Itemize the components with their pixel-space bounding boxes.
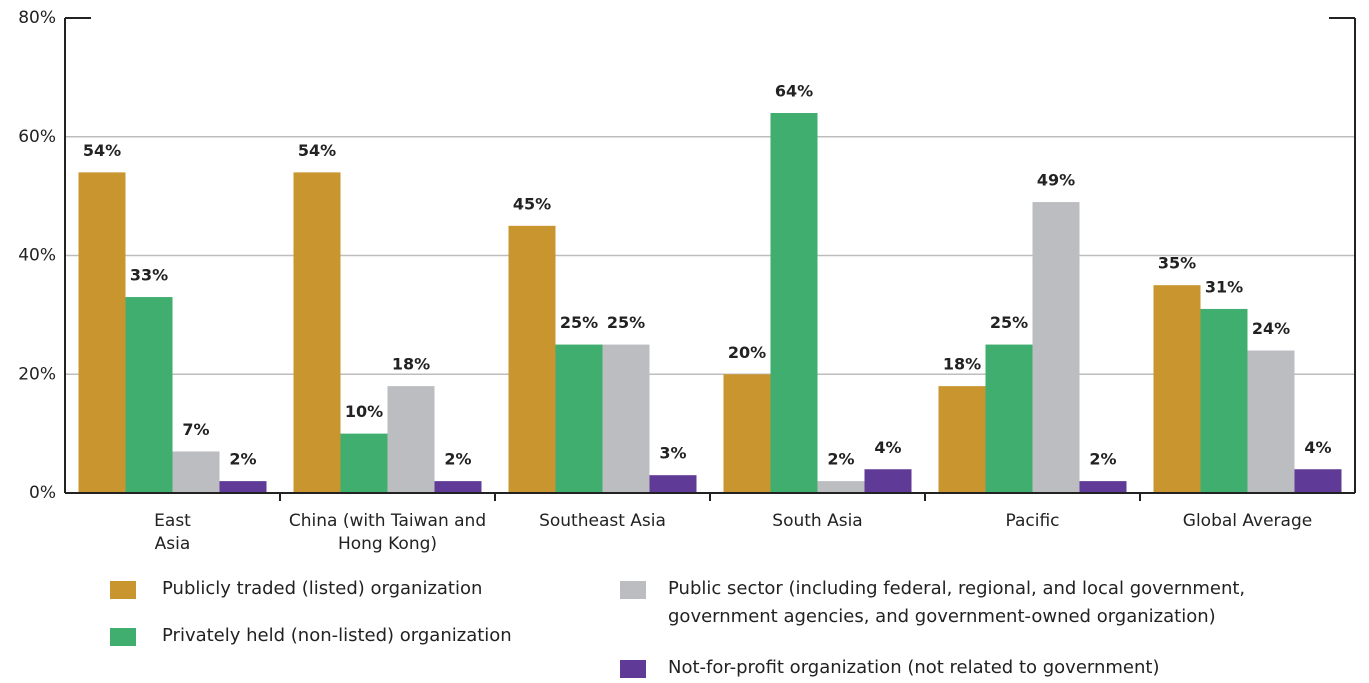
y-tick-label: 60%: [18, 127, 56, 147]
bar: [434, 481, 482, 493]
value-label: 64%: [775, 82, 813, 101]
bar: [1294, 469, 1342, 493]
value-label: 45%: [513, 194, 551, 213]
bar: [723, 374, 771, 493]
bar: [387, 386, 435, 493]
value-label: 18%: [392, 355, 430, 374]
value-label: 24%: [1252, 319, 1290, 338]
value-label: 31%: [1205, 277, 1243, 296]
bar: [938, 386, 986, 493]
value-label: 20%: [728, 343, 766, 362]
bar: [985, 344, 1033, 493]
value-label: 2%: [827, 450, 854, 469]
y-tick-label: 80%: [18, 8, 56, 28]
value-label: 4%: [874, 438, 901, 457]
bar: [78, 172, 126, 493]
legend-label: Privately held (non-listed) organization: [162, 625, 512, 646]
bar: [172, 451, 220, 493]
value-label: 25%: [607, 313, 645, 332]
bar: [1032, 202, 1080, 493]
bar: [125, 297, 173, 493]
x-tick-label: Southeast Asia: [539, 511, 666, 531]
x-tick-label: Global Average: [1182, 511, 1313, 531]
x-tick-label: East Asia: [154, 511, 191, 554]
bar: [817, 481, 865, 493]
value-label: 25%: [990, 313, 1028, 332]
legend-label: Public sector (including federal, region…: [668, 578, 1246, 627]
value-label: 54%: [298, 141, 336, 160]
x-tick-label: Pacific: [1005, 511, 1060, 531]
legend-label: Publicly traded (listed) organization: [162, 578, 483, 599]
bar: [864, 469, 912, 493]
legend-swatch: [620, 660, 646, 678]
bar: [555, 344, 603, 493]
legend-swatch: [110, 628, 136, 646]
bar: [602, 344, 650, 493]
bar: [508, 225, 556, 493]
legend-swatch: [620, 581, 646, 599]
value-label: 35%: [1158, 254, 1196, 273]
value-label: 25%: [560, 313, 598, 332]
value-label: 2%: [1089, 450, 1116, 469]
bar: [1200, 308, 1248, 493]
bar: [293, 172, 341, 493]
value-label: 33%: [130, 266, 168, 285]
bar: [1153, 285, 1201, 493]
value-label: 2%: [444, 450, 471, 469]
y-tick-label: 0%: [29, 483, 56, 503]
bar: [649, 475, 697, 493]
value-label: 49%: [1037, 171, 1075, 190]
y-tick-label: 20%: [18, 364, 56, 384]
bar: [1247, 350, 1295, 493]
legend-label: Not-for-profit organization (not related…: [668, 657, 1160, 678]
bar: [340, 433, 388, 493]
legend-swatch: [110, 581, 136, 599]
x-tick-label: China (with Taiwan and Hong Kong): [288, 511, 487, 554]
value-label: 3%: [659, 444, 686, 463]
bar: [770, 113, 818, 493]
x-tick-label: South Asia: [772, 511, 863, 531]
value-label: 7%: [182, 420, 209, 439]
value-label: 2%: [229, 450, 256, 469]
bar: [219, 481, 267, 493]
value-label: 10%: [345, 402, 383, 421]
value-label: 54%: [83, 141, 121, 160]
bar: [1079, 481, 1127, 493]
y-tick-label: 40%: [18, 246, 56, 266]
value-label: 4%: [1304, 438, 1331, 457]
value-label: 18%: [943, 355, 981, 374]
